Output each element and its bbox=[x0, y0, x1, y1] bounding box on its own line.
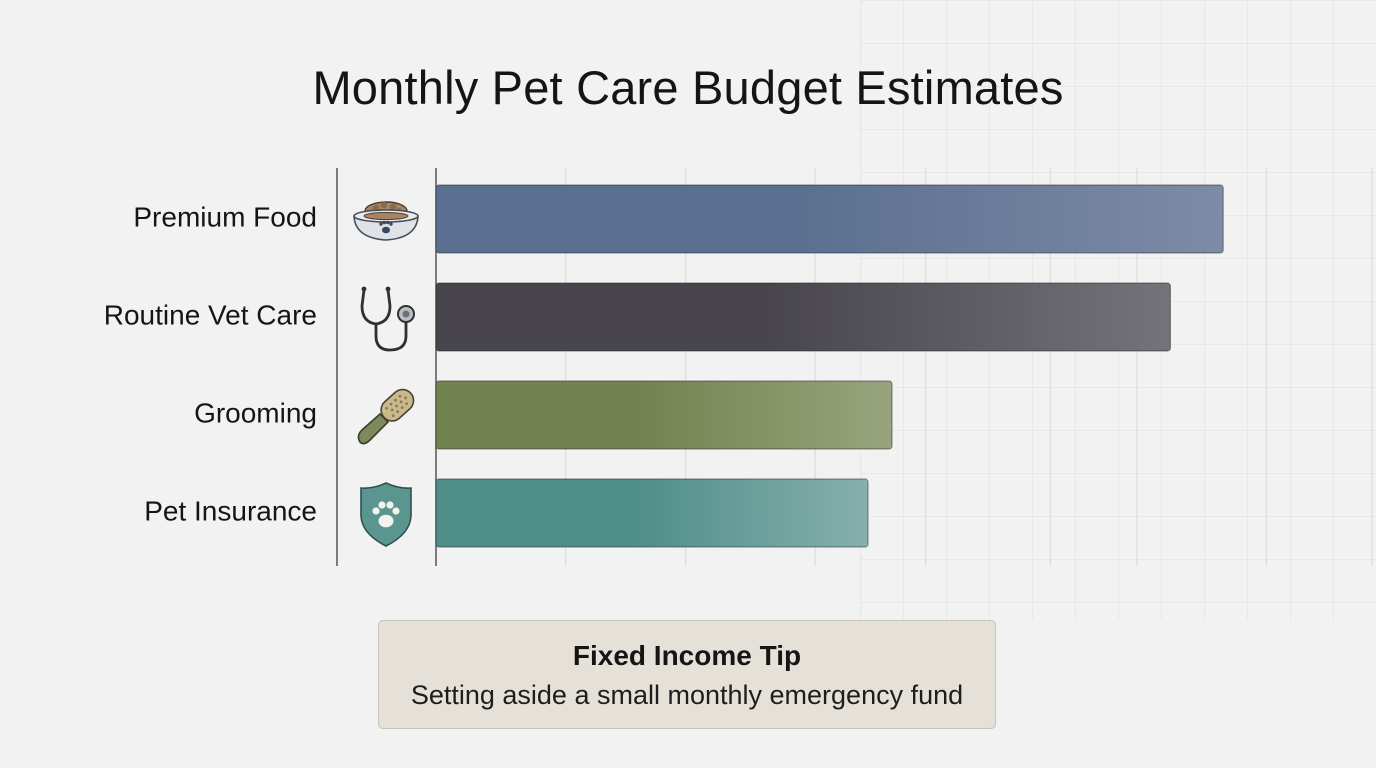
tip-title: Fixed Income Tip bbox=[572, 640, 802, 671]
stethoscope-icon bbox=[360, 286, 415, 352]
chart-title: Monthly Pet Care Budget Estimates bbox=[312, 61, 1064, 114]
category-label: Routine Vet Care bbox=[104, 299, 317, 330]
bars bbox=[435, 184, 1224, 548]
bar-premium-food bbox=[435, 184, 1224, 254]
category-labels: Premium Food Routine Vet Care Grooming Pet … bbox=[104, 201, 317, 526]
grooming-brush-icon bbox=[357, 388, 415, 445]
tip-text: Setting aside a small monthly emergency … bbox=[410, 680, 964, 710]
category-label: Grooming bbox=[194, 397, 317, 428]
bar-grooming bbox=[435, 380, 893, 450]
bar-routine-vet-care bbox=[435, 282, 1172, 352]
category-label: Premium Food bbox=[133, 201, 317, 232]
paw-shield-icon bbox=[360, 482, 412, 547]
bar-pet-insurance bbox=[435, 478, 869, 548]
fixed-income-tip-box: Fixed Income Tip Setting aside a small m… bbox=[378, 620, 996, 729]
bar-chart: Premium Food Routine Vet Care Grooming Pet … bbox=[104, 168, 1373, 566]
category-label: Pet Insurance bbox=[144, 495, 317, 526]
food-bowl-icon bbox=[353, 201, 419, 241]
